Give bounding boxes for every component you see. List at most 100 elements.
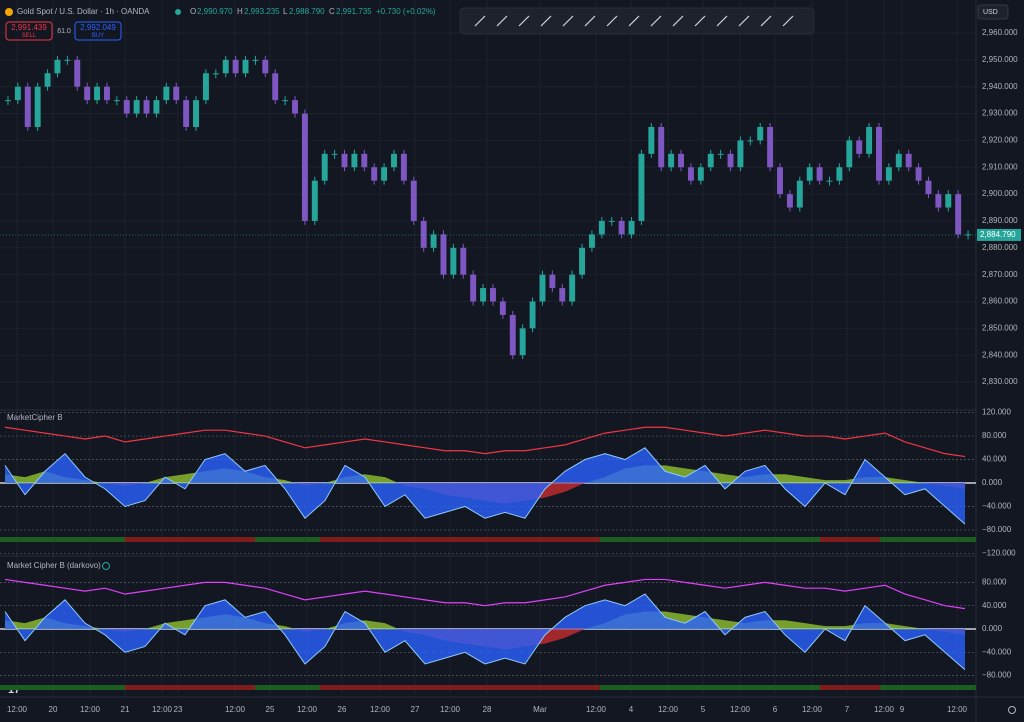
wave-area: [5, 594, 965, 670]
tool-icon: [716, 15, 728, 27]
y-tick-label: 2,830.000: [982, 377, 1018, 386]
tool-icon: [518, 15, 530, 27]
currency: USD: [983, 9, 998, 16]
pane-title: Market Cipher B (darkovo): [7, 561, 101, 570]
tool-icon: [540, 15, 552, 27]
candle: [658, 126, 665, 168]
candle: [440, 234, 447, 275]
candle: [836, 167, 843, 181]
x-tick-label: 27: [411, 705, 420, 714]
candle: [232, 59, 239, 74]
candle: [173, 86, 180, 101]
x-tick-label: 12:00: [802, 705, 823, 714]
tool-icon: [782, 15, 794, 27]
candle: [193, 100, 199, 127]
x-tick-label: 12:00: [440, 705, 461, 714]
x-tick-label: 12:00: [874, 705, 895, 714]
buy-button[interactable]: [74, 21, 122, 41]
candle: [598, 220, 605, 235]
tool-icon: [672, 15, 684, 27]
x-tick-label: 6: [773, 705, 778, 714]
candle: [54, 59, 61, 74]
ohlc-open: 2,990.970: [197, 7, 233, 16]
candle: [153, 100, 160, 114]
tool-icon: [628, 15, 640, 27]
signal-bar: [880, 685, 976, 690]
tool-icon: [584, 15, 596, 27]
candle: [222, 59, 229, 74]
candle: [163, 86, 170, 101]
signal-bar: [255, 685, 320, 690]
tool-icon: [650, 15, 662, 27]
x-tick-label: 26: [338, 705, 347, 714]
indicator-icon[interactable]: [102, 562, 110, 570]
candle: [529, 301, 536, 329]
sell-price: 2,991.439: [11, 23, 47, 32]
x-tick-label: 12:00: [297, 705, 318, 714]
y-tick-label: 2,840.000: [982, 350, 1018, 359]
sell-button[interactable]: [5, 21, 53, 41]
candle: [618, 220, 625, 235]
candle: [331, 153, 338, 155]
candle: [638, 153, 645, 221]
signal-bar: [320, 685, 600, 690]
candle: [895, 153, 902, 168]
y-tick-label: 2,950.000: [982, 55, 1018, 64]
x-tick-label: 25: [266, 705, 275, 714]
settings-icon[interactable]: [1008, 706, 1016, 714]
candle: [460, 247, 467, 275]
ohlc-high: 2,993.235: [244, 7, 280, 16]
ohlc-c: C: [329, 7, 335, 16]
signal-bar: [255, 537, 320, 542]
sell-label: SELL: [22, 33, 37, 39]
y-tick-label: 0.000: [982, 624, 1003, 633]
candle: [252, 59, 259, 61]
candle: [133, 100, 140, 114]
candle: [183, 100, 190, 127]
candle: [74, 59, 81, 87]
y-tick-label: 40.000: [982, 601, 1007, 610]
candle: [678, 153, 684, 168]
candle: [282, 100, 289, 102]
signal-bar: [320, 537, 600, 542]
y-tick-label: −120.000: [982, 549, 1016, 558]
y-tick-label: 2,880.000: [982, 243, 1018, 252]
candle: [470, 274, 477, 302]
candle: [499, 301, 506, 315]
signal-bar: [0, 685, 125, 690]
candle: [14, 86, 21, 101]
y-tick-label: −40.000: [982, 502, 1012, 511]
signal-bar: [125, 685, 255, 690]
y-tick-label: 120.000: [982, 408, 1011, 417]
candle: [885, 167, 892, 181]
candle: [490, 288, 496, 302]
candle: [687, 167, 694, 181]
candle: [341, 153, 348, 168]
candle: [697, 167, 704, 181]
candle: [628, 220, 635, 235]
candle: [915, 167, 922, 181]
y-tick-label: 2,850.000: [982, 323, 1018, 332]
currency-button[interactable]: [977, 4, 1009, 20]
y-tick-label: −80.000: [982, 671, 1012, 680]
x-tick-label: 12:00: [370, 705, 391, 714]
signal-bar: [600, 537, 820, 542]
candle: [381, 167, 388, 181]
candle: [321, 153, 328, 181]
x-tick-label: 7: [845, 705, 850, 714]
wave-line: [4, 447, 966, 525]
buy-label: BUY: [92, 33, 104, 39]
rsi-line: [4, 578, 966, 610]
candle: [420, 220, 427, 248]
candle: [747, 140, 754, 142]
candle: [539, 274, 546, 302]
buy-price: 2,992.049: [80, 23, 116, 32]
candle: [44, 73, 51, 87]
candle: [777, 167, 783, 195]
candle: [430, 234, 437, 248]
x-tick-label: 12:00: [658, 705, 679, 714]
candle: [84, 86, 91, 101]
candle: [757, 126, 764, 141]
